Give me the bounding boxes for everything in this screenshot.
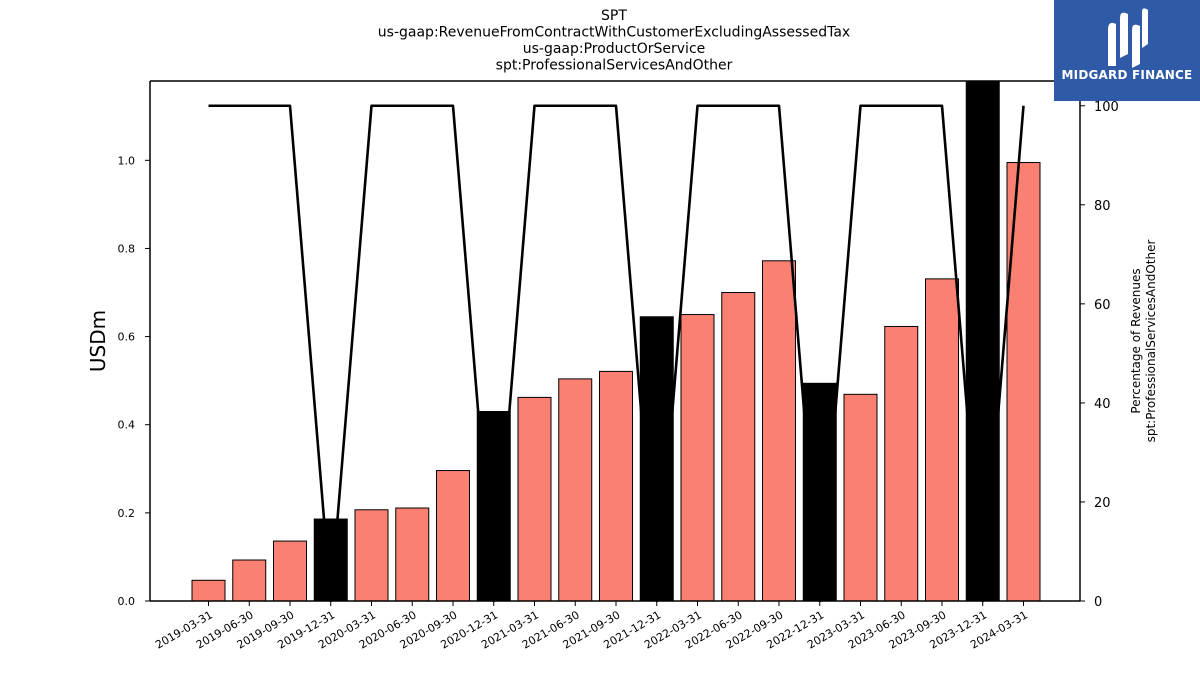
bar (558, 378, 593, 602)
y-right-tick-label: 20 (1094, 496, 1111, 511)
bar (517, 396, 552, 602)
bars (191, 80, 1041, 602)
bar (436, 470, 470, 602)
y-tick-label: 0.6 (118, 331, 136, 344)
brand-logo-text: MIDGARD FINANCE (1061, 68, 1193, 82)
bar (395, 507, 430, 602)
y-tick-label: 0.0 (118, 595, 136, 608)
y-right-tick-label: 100 (1094, 100, 1119, 115)
x-axis-ticks: 2019-03-312019-06-302019-09-302019-12-31… (153, 601, 1030, 652)
y-axis-right-label-line2: spt:ProfessionalServicesAndOther (1144, 240, 1158, 443)
y-axis-right-ticks: 0 20 40 60 80 100 (1080, 100, 1119, 610)
bar (599, 370, 633, 602)
bar (273, 540, 307, 602)
axes (149, 80, 1081, 602)
y-right-tick-label: 40 (1094, 397, 1111, 412)
y-axis-left-ticks: 0.0 0.2 0.4 0.6 0.8 1.0 (118, 154, 150, 608)
bar (1006, 162, 1041, 602)
y-right-tick-label: 0 (1094, 595, 1102, 610)
y-tick-label: 0.2 (118, 507, 136, 520)
bar (925, 278, 959, 602)
bar (721, 292, 756, 602)
bar (232, 559, 267, 602)
bar-highlight (802, 382, 837, 602)
y-axis-label: USDm (86, 310, 110, 372)
percentage-line-path (208, 104, 1025, 603)
bar (843, 393, 878, 602)
brand-logo: MIDGARD FINANCE (1054, 0, 1200, 101)
y-axis-right-label-line1: Percentage of Revenues (1129, 268, 1143, 413)
bar (884, 325, 919, 602)
y-right-tick-label: 60 (1094, 298, 1111, 313)
bar (354, 509, 389, 602)
bar (191, 579, 226, 602)
y-tick-label: 0.8 (118, 242, 136, 255)
bar-highlight (965, 80, 1000, 602)
percentage-line (208, 104, 1025, 603)
chart-title: SPTus-gaap:RevenueFromContractWithCustom… (378, 8, 850, 74)
chart-title-line: SPT (601, 8, 627, 24)
y-tick-label: 1.0 (118, 154, 136, 167)
brand-logo-icon (1108, 8, 1148, 68)
bar-highlight (476, 411, 511, 602)
bar (680, 314, 715, 602)
y-right-tick-label: 80 (1094, 199, 1111, 214)
chart-title-line: us-gaap:RevenueFromContractWithCustomerE… (378, 25, 850, 41)
bar (762, 260, 796, 602)
y-tick-label: 0.4 (118, 419, 136, 432)
chart-title-line: spt:ProfessionalServicesAndOther (496, 58, 733, 74)
chart-title-line: us-gaap:ProductOrService (523, 41, 706, 57)
